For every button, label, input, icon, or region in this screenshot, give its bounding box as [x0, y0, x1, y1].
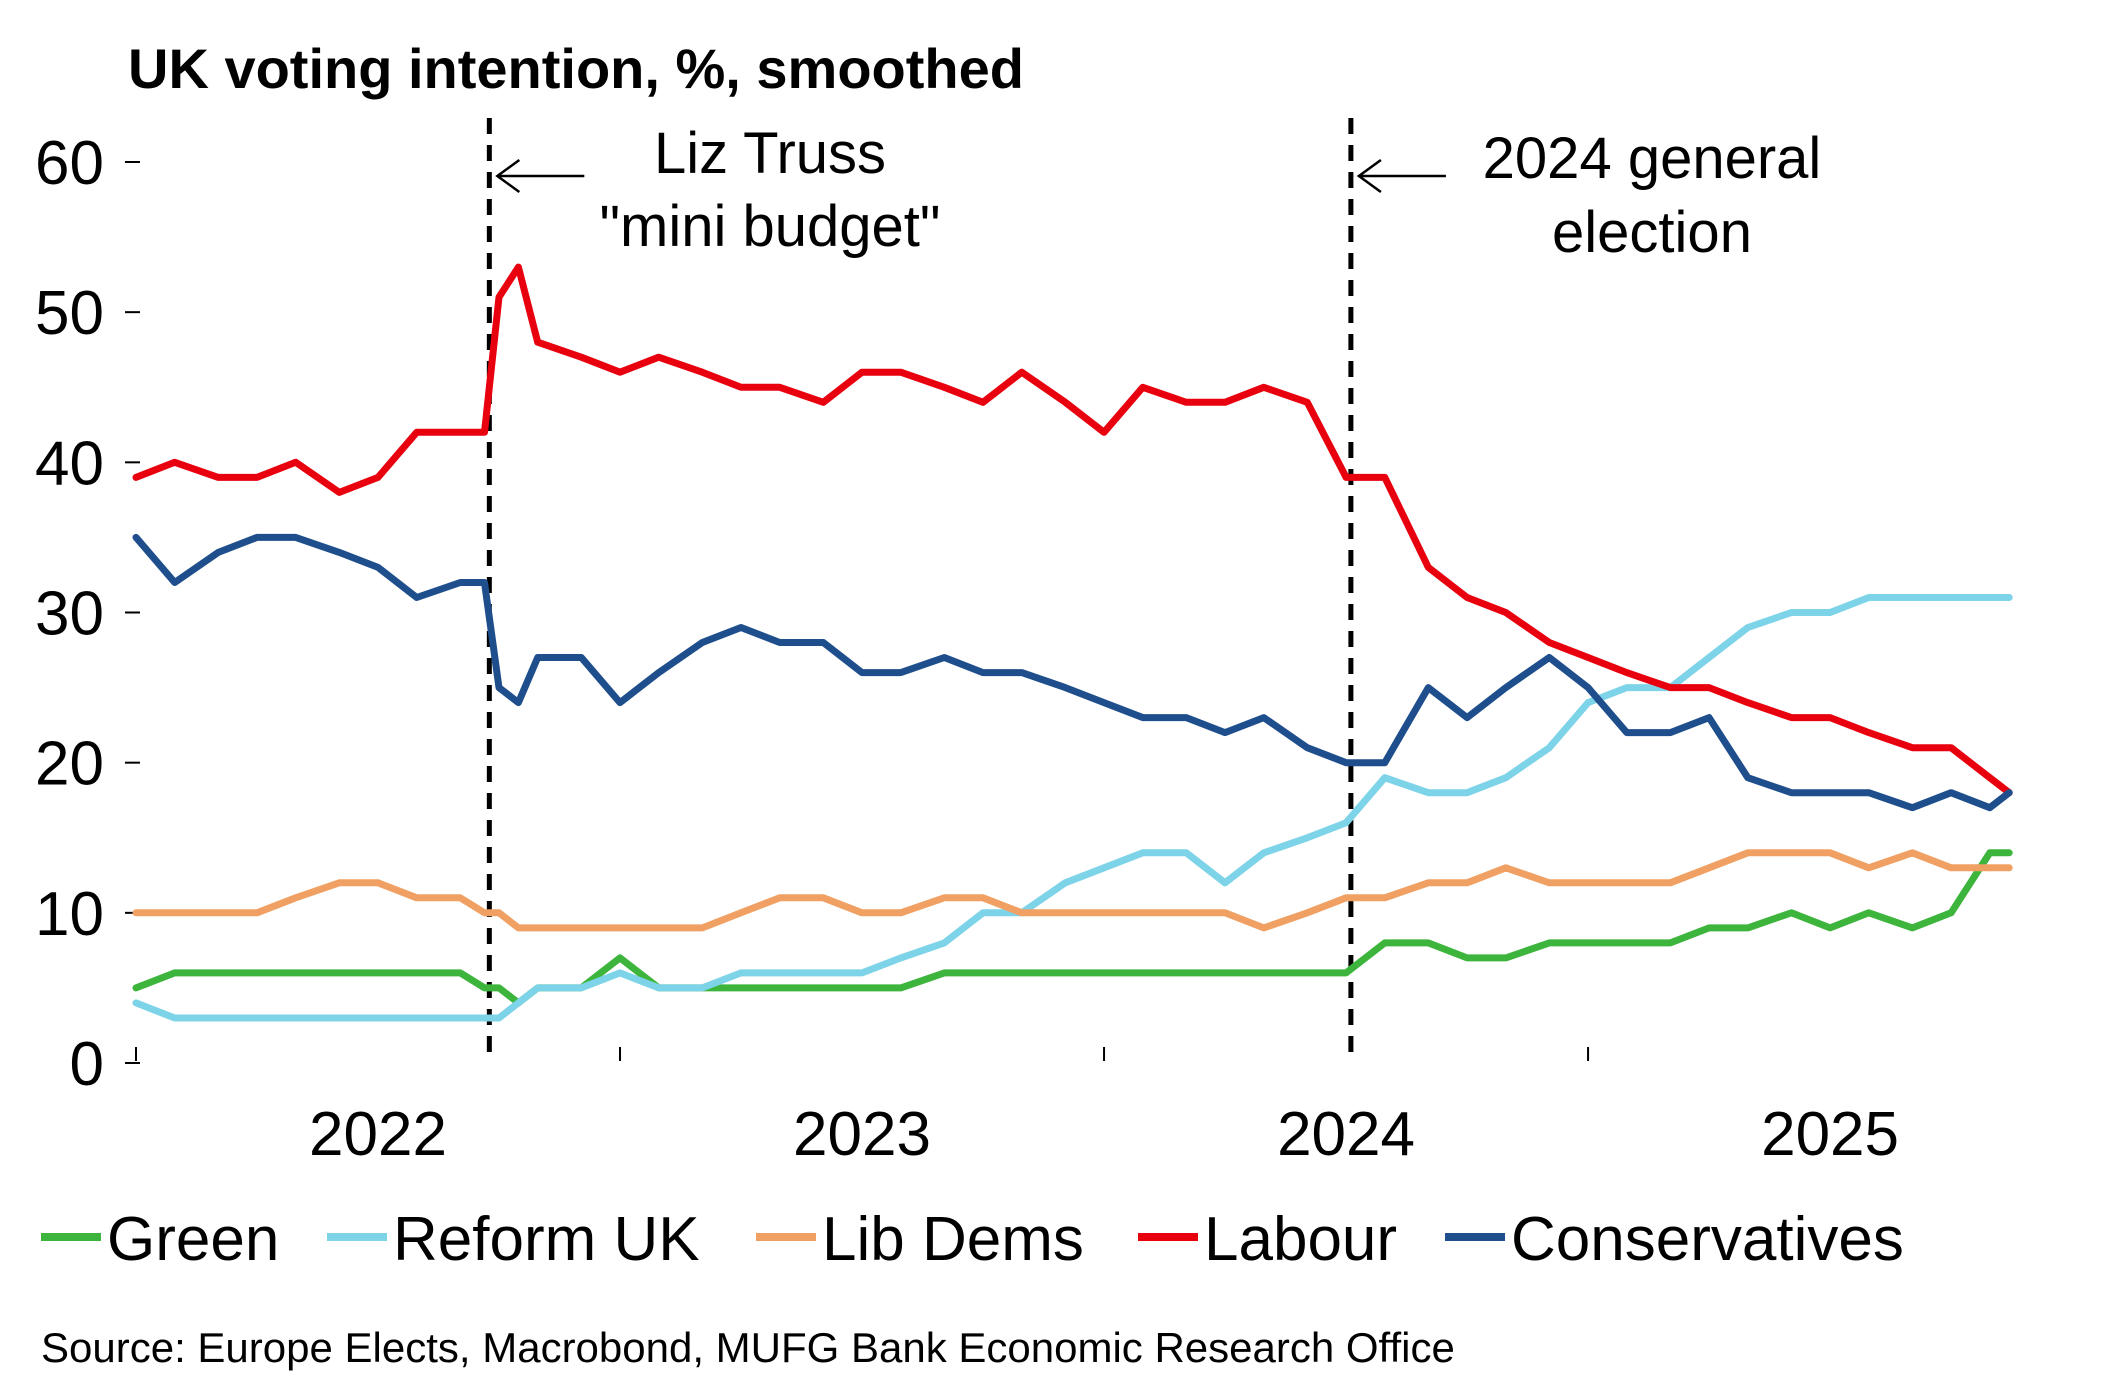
legend-label: Green — [107, 1205, 279, 1274]
series-line — [132, 533, 2013, 812]
y-tick-label: 30 — [35, 580, 104, 649]
x-tick-label: 2022 — [309, 1100, 447, 1169]
annotation-text: 2024 general — [1483, 126, 1822, 191]
x-tick-label: 2023 — [793, 1100, 931, 1169]
annotation-text: election — [1552, 200, 1752, 265]
annotation-arrow — [1356, 158, 1446, 194]
annotation-text: "mini budget" — [599, 194, 940, 259]
y-tick-label: 0 — [70, 1030, 104, 1099]
annotation-arrow — [495, 158, 585, 194]
legend-label: Reform UK — [393, 1205, 700, 1274]
source-note: Source: Europe Elects, Macrobond, MUFG B… — [41, 1324, 1455, 1371]
y-tick-label: 20 — [35, 730, 104, 799]
legend-label: Lib Dems — [822, 1205, 1084, 1274]
y-tick-label: 50 — [35, 279, 104, 348]
y-tick-label: 40 — [35, 429, 104, 498]
annotation-text: Liz Truss — [654, 121, 886, 186]
chart-title: UK voting intention, %, smoothed — [128, 37, 1024, 100]
x-tick-label: 2025 — [1761, 1100, 1899, 1169]
x-tick-label: 2024 — [1277, 1100, 1415, 1169]
series-line — [132, 849, 2013, 1007]
legend-label: Labour — [1204, 1205, 1397, 1274]
series-line — [132, 263, 2013, 797]
y-tick-label: 10 — [35, 880, 104, 949]
y-tick-label: 60 — [35, 129, 104, 198]
series-line — [132, 849, 2013, 932]
legend-label: Conservatives — [1511, 1205, 1904, 1274]
series-line — [132, 594, 2013, 1022]
